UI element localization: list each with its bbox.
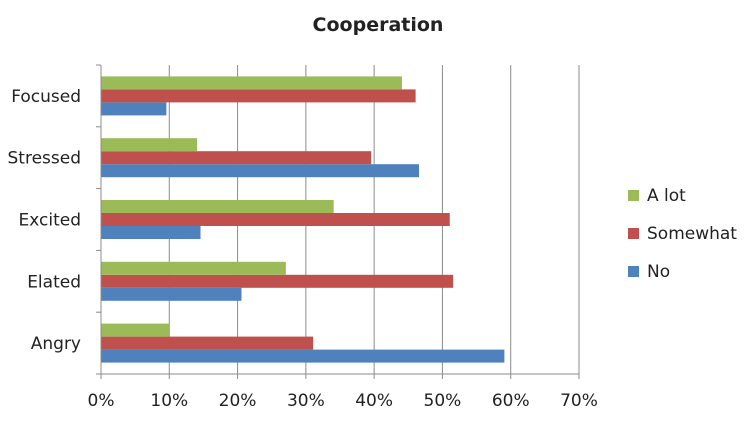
- category-label: Excited: [19, 211, 82, 231]
- legend-label: No: [647, 262, 670, 282]
- bar-a-lot-stressed: [101, 138, 198, 152]
- category-label: Angry: [31, 334, 81, 354]
- bars: [101, 76, 505, 363]
- bar-somewhat-elated: [101, 274, 454, 288]
- legend-swatch: [628, 190, 639, 201]
- legend-swatch: [628, 228, 639, 239]
- legend-swatch: [628, 266, 639, 277]
- x-tick-label: 60%: [492, 391, 530, 411]
- bar-a-lot-elated: [101, 261, 286, 275]
- bar-no-stressed: [101, 164, 420, 178]
- chart-title: Cooperation: [313, 14, 444, 36]
- bar-a-lot-angry: [101, 323, 170, 337]
- axes: [96, 64, 580, 379]
- bar-no-focused: [101, 102, 167, 116]
- category-label: Elated: [27, 272, 81, 292]
- category-label: Stressed: [8, 149, 82, 169]
- x-tick-label: 0%: [88, 391, 115, 411]
- bar-a-lot-focused: [101, 76, 402, 90]
- legend-label: Somewhat: [647, 224, 737, 244]
- x-tick-label: 40%: [355, 391, 393, 411]
- category-labels: Angry Elated Excited Stressed Focused: [8, 87, 82, 354]
- legend-label: A lot: [647, 186, 686, 206]
- x-tick-label: 10%: [150, 391, 188, 411]
- bar-a-lot-excited: [101, 200, 334, 213]
- x-tick-label: 70%: [560, 391, 598, 411]
- bar-no-angry: [101, 349, 505, 363]
- bar-no-elated: [101, 287, 242, 301]
- bar-somewhat-focused: [101, 89, 416, 103]
- legend: A lot Somewhat No: [628, 186, 737, 282]
- category-label: Focused: [11, 87, 81, 107]
- x-tick-label: 30%: [287, 391, 325, 411]
- bar-somewhat-stressed: [101, 151, 372, 165]
- tick-labels: 0% 10% 20% 30% 40% 50% 60% 70%: [88, 391, 598, 411]
- bar-no-excited: [101, 226, 201, 239]
- x-tick-label: 50%: [424, 391, 462, 411]
- bar-somewhat-excited: [101, 213, 450, 226]
- x-tick-label: 20%: [219, 391, 257, 411]
- bar-somewhat-angry: [101, 336, 314, 350]
